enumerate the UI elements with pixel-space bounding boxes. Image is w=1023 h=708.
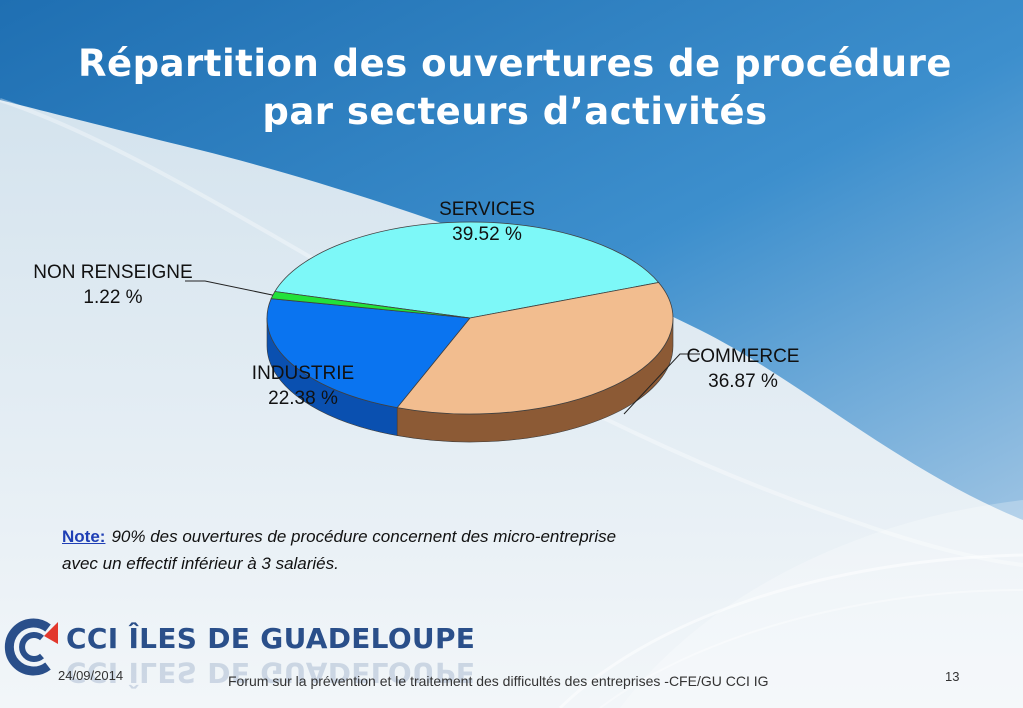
slide-title-line1: Répartition des ouvertures de procédure bbox=[78, 42, 952, 85]
slide-title-line2: par secteurs d’activités bbox=[262, 90, 768, 133]
cci-logo-icon bbox=[4, 618, 58, 676]
label-non-renseigne-value: 1.22 % bbox=[83, 287, 143, 308]
label-commerce-value: 36.87 % bbox=[708, 371, 778, 392]
note-text: 90% des ouvertures de procédure concerne… bbox=[62, 527, 617, 573]
label-commerce: COMMERCE 36.87 % bbox=[668, 344, 818, 394]
pie-slice-industrie bbox=[266, 298, 471, 409]
label-services: SERVICES 39.52 % bbox=[412, 197, 562, 247]
cci-logo: CCI ÎLES DE GUADELOUPE CCI ÎLES DE GUADE… bbox=[4, 612, 476, 702]
note-block: Note: 90% des ouvertures de procédure con… bbox=[62, 523, 622, 577]
leader-line-non-renseigne bbox=[185, 280, 273, 296]
pie-slice-non-renseigne bbox=[270, 291, 471, 319]
label-services-name: SERVICES bbox=[439, 199, 535, 220]
cci-logo-text: CCI ÎLES DE GUADELOUPE bbox=[66, 622, 476, 655]
pie-slice-services bbox=[274, 221, 660, 319]
footer-page-number: 13 bbox=[945, 669, 960, 684]
label-industrie-name: INDUSTRIE bbox=[251, 363, 355, 384]
label-industrie: INDUSTRIE 22.38 % bbox=[228, 361, 378, 411]
label-industrie-value: 22.38 % bbox=[268, 388, 338, 409]
leader-line-commerce bbox=[623, 353, 700, 415]
label-services-value: 39.52 % bbox=[452, 224, 522, 245]
note-key: Note: bbox=[62, 527, 106, 546]
footer-text: Forum sur la prévention et le traitement… bbox=[228, 673, 769, 689]
slide-title: Répartition des ouvertures de procédure … bbox=[40, 40, 990, 136]
label-non-renseigne-name: NON RENSEIGNE bbox=[33, 262, 193, 283]
label-non-renseigne: NON RENSEIGNE 1.22 % bbox=[18, 260, 208, 310]
label-commerce-name: COMMERCE bbox=[686, 346, 800, 367]
footer-date: 24/09/2014 bbox=[58, 668, 124, 683]
pie-slice-commerce bbox=[396, 282, 674, 415]
